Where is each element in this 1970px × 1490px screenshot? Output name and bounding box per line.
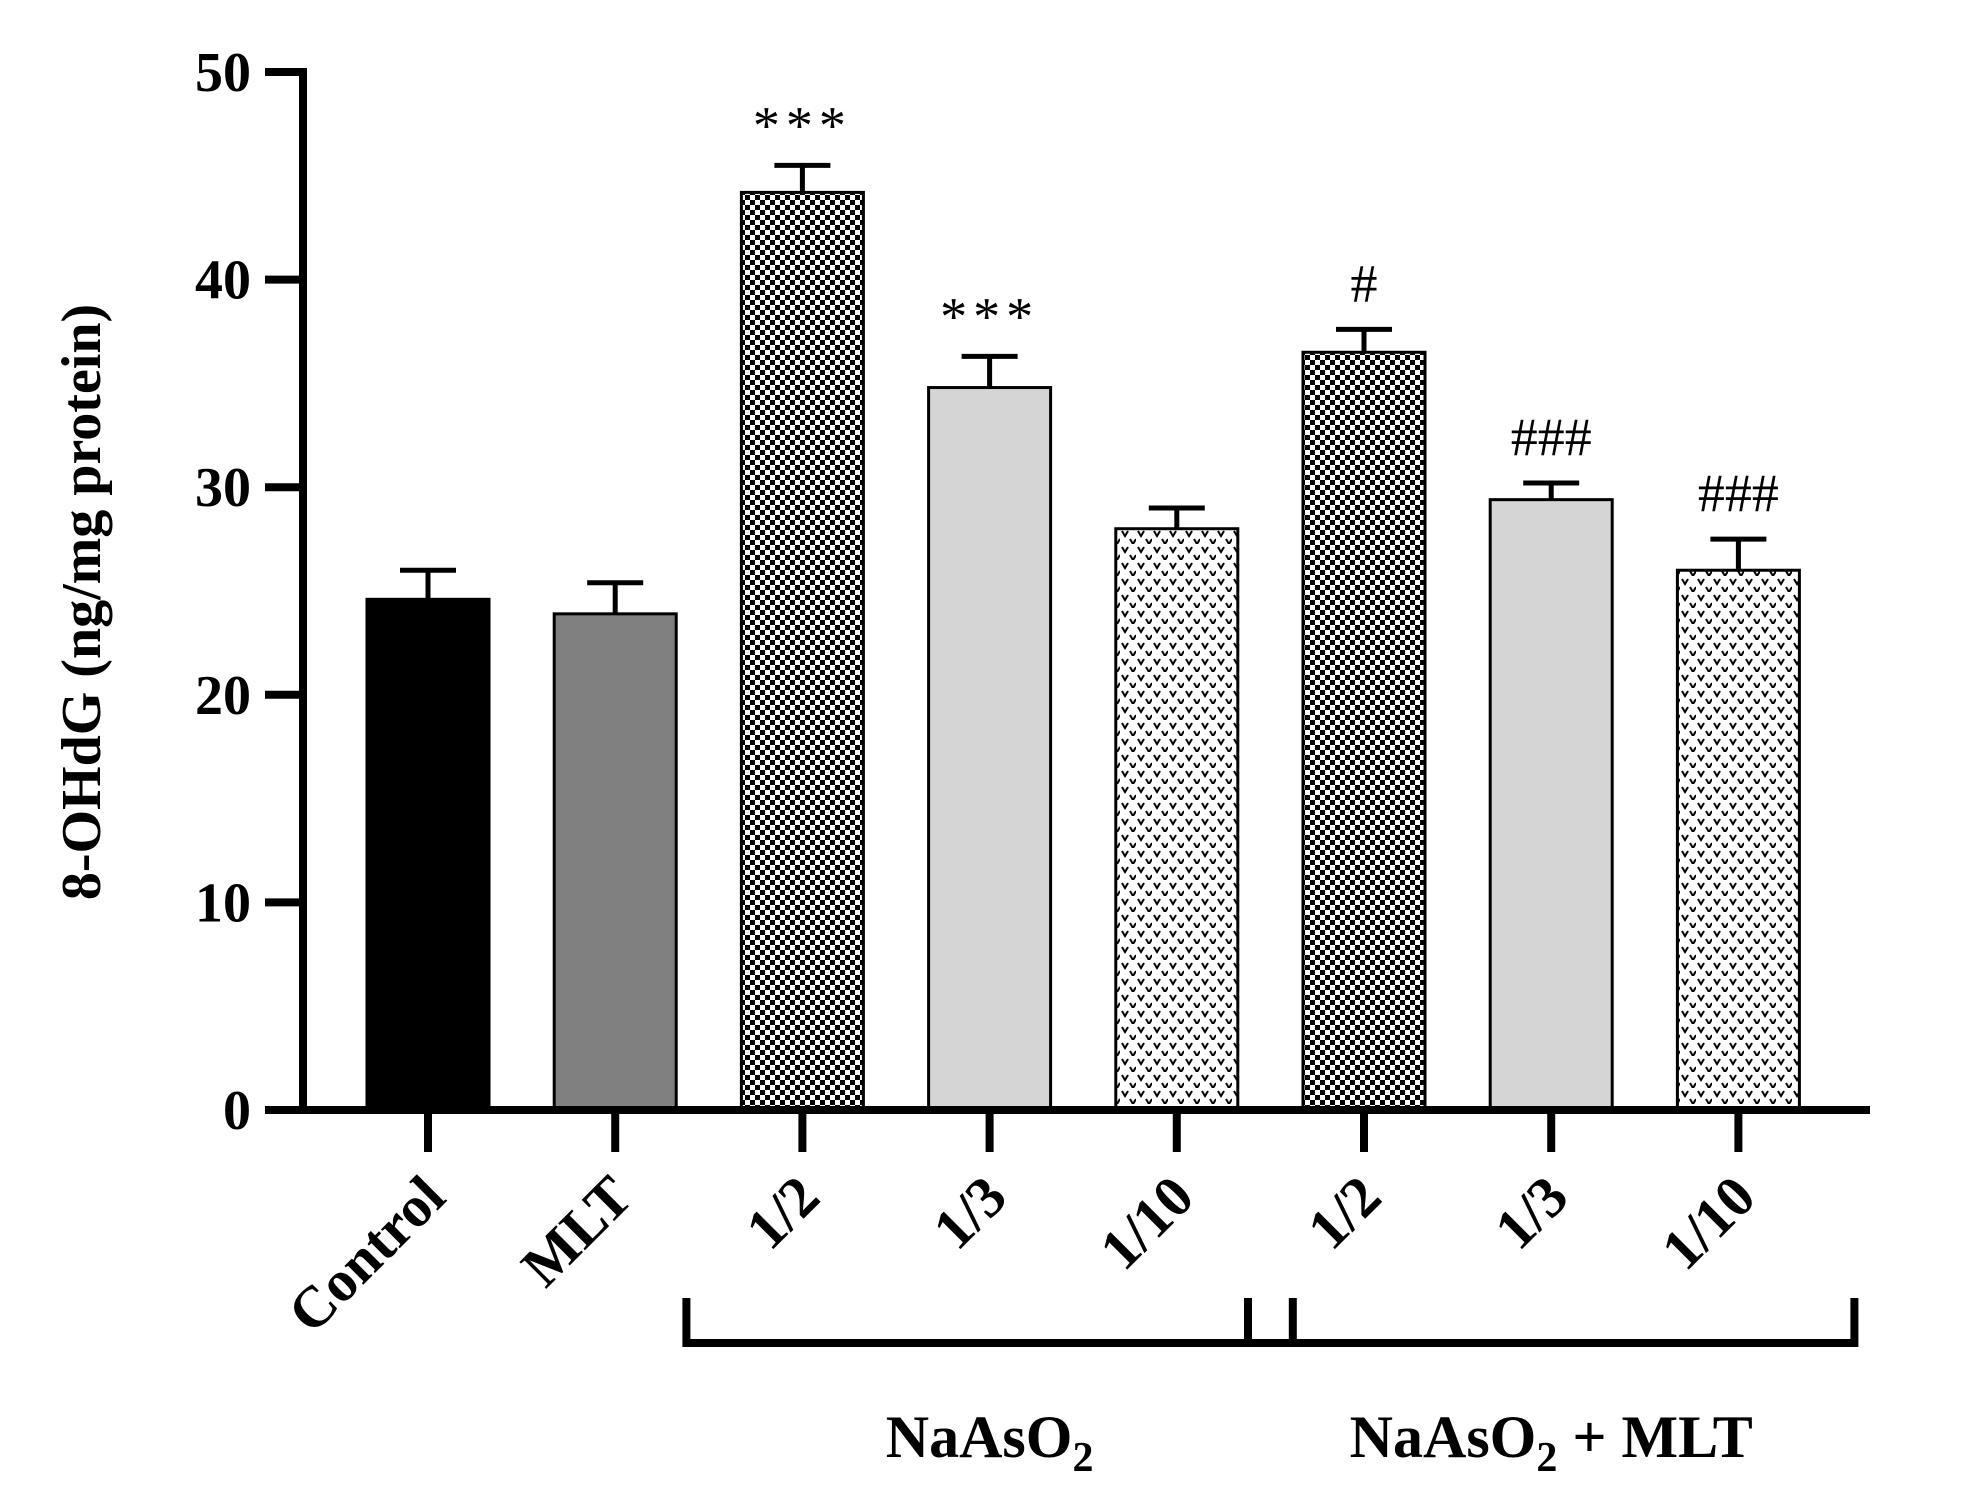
bar-2 [552, 612, 678, 1112]
group-label-1: NaAsO2 [886, 1404, 1094, 1481]
x-tick-label-2: MLT [509, 1163, 645, 1299]
group-label-2: NaAsO2 + MLT [1350, 1404, 1753, 1481]
y-tick-label-10: 10 [195, 872, 251, 934]
significance-mark-8: ### [1698, 463, 1779, 523]
bars-layer [365, 190, 1801, 1112]
group-bracket-2 [1244, 1298, 1859, 1347]
y-tick-label-20: 20 [195, 665, 251, 727]
bar-4 [927, 386, 1053, 1112]
y-tick-label-0: 0 [223, 1080, 251, 1142]
group-bracket-1 [682, 1298, 1297, 1347]
x-tick-label-7: 1/3 [1482, 1163, 1580, 1261]
x-tick-label-4: 1/3 [920, 1163, 1018, 1261]
bar-1 [365, 597, 491, 1112]
group-label-base: NaAsO [1350, 1404, 1537, 1470]
x-tick-label-3: 1/2 [733, 1163, 831, 1261]
group-label-suffix: + MLT [1557, 1404, 1752, 1470]
significance-mark-3: *** [753, 95, 852, 155]
bar-5 [1114, 527, 1240, 1112]
group-label-subscript: 2 [1536, 1435, 1557, 1481]
bar-3 [739, 190, 865, 1112]
significance-mark-6: # [1351, 253, 1378, 313]
y-axis-label-group: 8-OHdG (ng/mg protein) [51, 304, 113, 900]
group-label-subscript: 2 [1072, 1435, 1093, 1481]
x-tick-label-8: 1/10 [1649, 1163, 1768, 1282]
y-axis-label: 8-OHdG (ng/mg protein) [51, 304, 113, 900]
significance-mark-7: ### [1511, 407, 1592, 467]
x-tick-label-6: 1/2 [1295, 1163, 1393, 1261]
category-labels-layer: Control MLT 1/2 1/3 1/10 1/2 1/3 1/10 [275, 1163, 1767, 1345]
error-bars-layer [400, 162, 1767, 614]
y-tick-label-50: 50 [195, 42, 251, 104]
group-label-base: NaAsO [886, 1404, 1073, 1470]
bar-7 [1488, 498, 1614, 1112]
group-brackets-layer: NaAsO2 NaAsO2 + MLT [682, 1298, 1859, 1481]
x-tick-label-1: Control [275, 1163, 457, 1345]
axes-layer: 0 10 20 30 40 50 [195, 42, 1870, 1152]
x-tick-label-5: 1/10 [1087, 1163, 1206, 1282]
annotations-layer: ******####### [753, 95, 1779, 523]
significance-mark-4: *** [940, 286, 1039, 346]
y-tick-label-40: 40 [195, 250, 251, 312]
bar-8 [1675, 568, 1801, 1112]
bar-6 [1301, 350, 1427, 1112]
y-tick-label-30: 30 [195, 457, 251, 519]
